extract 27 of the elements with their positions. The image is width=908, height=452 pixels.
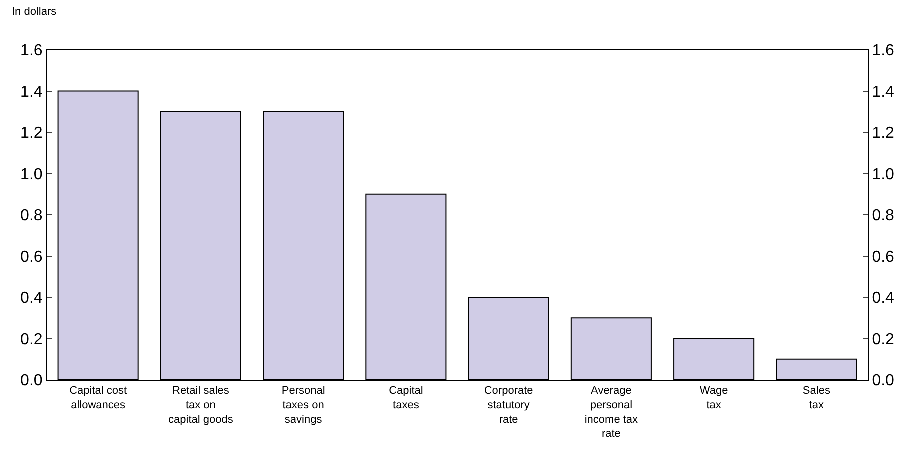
y-tick-label: 1.2 [20,125,43,142]
y2-tick-label: 1.4 [872,84,895,101]
x-tick-label: Corporate statutory rate [484,385,534,426]
y2-tick-label: 1.2 [872,125,895,142]
y2-tick-label: 0.8 [872,208,895,225]
y2-tick-label: 0.2 [872,331,895,348]
y-tick-label: 0.8 [20,208,43,225]
y-axis-title: In dollars [12,6,58,18]
x-tick-label: Sales tax [802,385,831,412]
y-tick-label: 0.6 [20,248,43,266]
y2-tick-label: 0.0 [872,372,895,390]
x-tick-label: Retail sales tax on capital goods [168,385,234,426]
x-tick-label: Capital taxes [389,385,424,412]
y2-tick-label: 0.4 [872,290,895,308]
y-tick-label: 1.4 [20,84,43,101]
x-tick-label: Wage tax [700,385,728,412]
y-tick-label: 1.6 [20,42,43,60]
x-tick-label: Personal taxes on savings [282,385,326,426]
y-tick-label: 0.2 [20,331,43,348]
x-tick-label: Average personal income tax rate [584,385,639,440]
x-tick-label: Capital cost allowances [70,385,128,412]
y-tick-label: 0.0 [20,372,43,390]
y2-tick-label: 1.0 [872,166,895,184]
y-tick-label: 0.4 [20,290,43,308]
y2-tick-label: 1.6 [872,42,895,60]
y-tick-label: 1.0 [20,166,43,184]
y2-tick-label: 0.6 [872,248,895,266]
